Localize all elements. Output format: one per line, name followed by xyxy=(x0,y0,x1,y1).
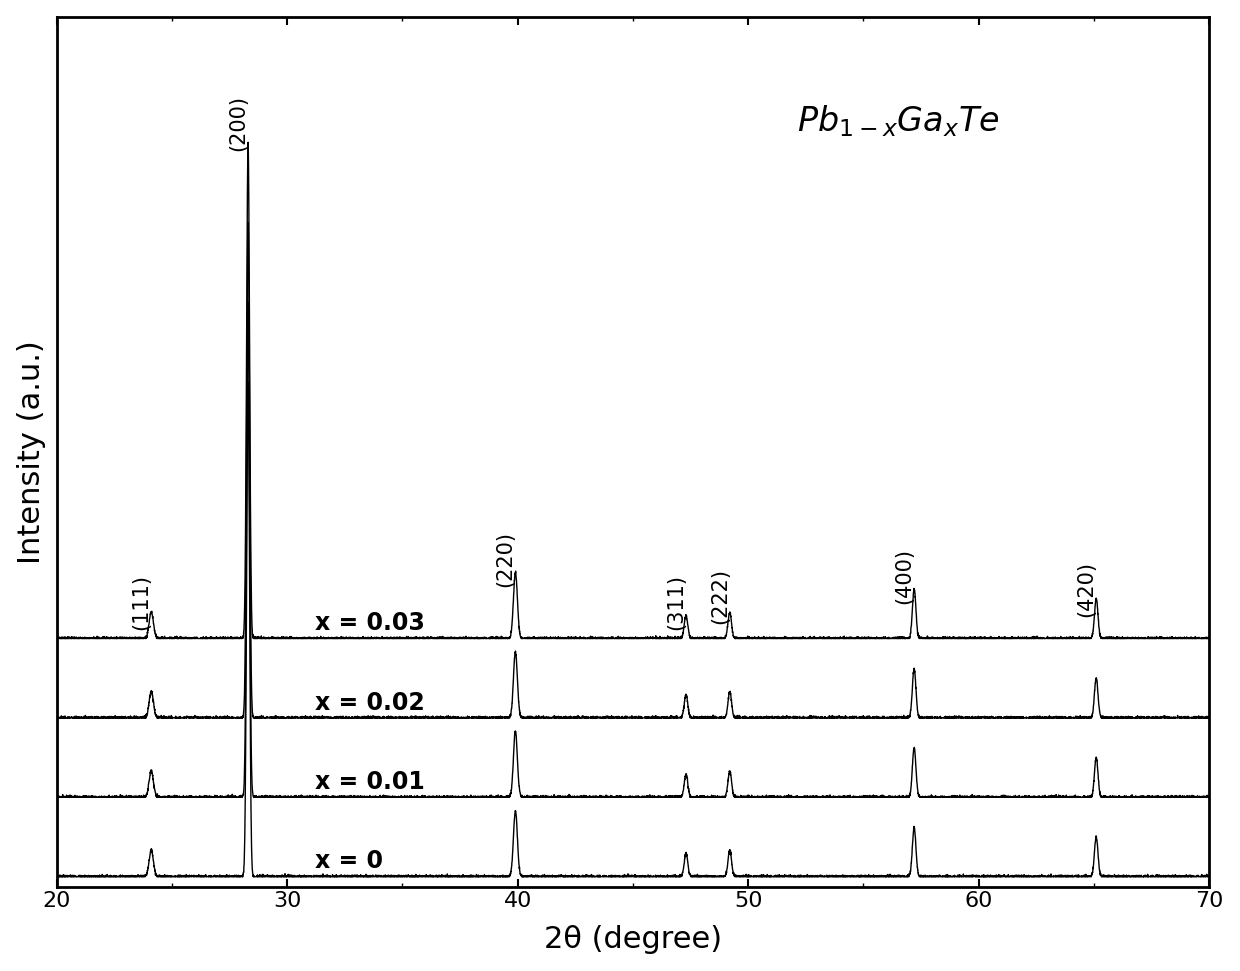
Text: x = 0: x = 0 xyxy=(315,850,383,873)
Text: (111): (111) xyxy=(131,574,151,630)
Text: x = 0.03: x = 0.03 xyxy=(315,611,425,635)
Text: x = 0.02: x = 0.02 xyxy=(315,690,424,715)
Text: (420): (420) xyxy=(1076,561,1096,617)
Text: (222): (222) xyxy=(709,567,730,623)
Text: (400): (400) xyxy=(894,548,914,604)
Text: (200): (200) xyxy=(228,94,248,151)
Text: Pb$_{1-x}$Ga$_{x}$Te: Pb$_{1-x}$Ga$_{x}$Te xyxy=(796,103,999,139)
Text: (311): (311) xyxy=(666,574,686,630)
X-axis label: 2θ (degree): 2θ (degree) xyxy=(544,925,722,954)
Text: x = 0.01: x = 0.01 xyxy=(315,770,424,794)
Text: (220): (220) xyxy=(496,531,516,587)
Y-axis label: Intensity (a.u.): Intensity (a.u.) xyxy=(16,340,46,563)
